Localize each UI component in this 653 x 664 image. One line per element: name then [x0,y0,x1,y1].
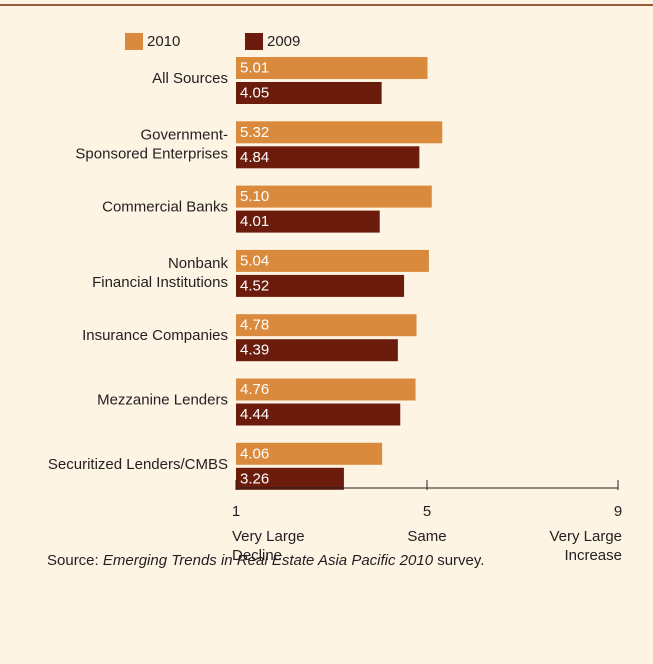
bar [236,185,432,208]
value-label: 4.84 [240,149,269,166]
value-label: 5.32 [240,124,269,141]
value-label: 4.78 [240,317,269,334]
category-label: Government- [140,126,228,143]
bar [236,57,428,79]
bar [236,378,416,401]
value-label: 4.01 [240,213,269,230]
x-tick-label: 9 [614,503,622,520]
x-tick-description: Same [407,528,446,545]
bar [236,467,344,490]
bar [236,442,383,465]
legend-swatch [245,33,263,50]
bar [236,210,380,233]
category-label: Securitized Lenders/CMBS [48,456,228,473]
value-label: 4.52 [240,277,269,294]
source-prefix: Source: [47,552,99,569]
value-label: 5.10 [240,188,269,205]
bar [236,146,420,169]
value-label: 5.01 [240,59,269,76]
value-label: 4.05 [240,84,269,101]
category-label: Nonbank [168,255,229,272]
bar [236,121,443,144]
x-tick-description: Decline [232,547,282,564]
category-label: Insurance Companies [82,327,228,344]
value-label: 4.06 [240,445,269,462]
category-label: Sponsored Enterprises [75,145,228,162]
x-tick-description: Very Large [232,528,305,545]
value-label: 4.39 [240,342,269,359]
legend-label: 2010 [147,33,180,50]
bar [236,249,429,272]
bar [236,339,398,362]
value-label: 3.26 [240,470,269,487]
source-title: Emerging Trends in Real Estate Asia Paci… [103,552,434,569]
source-suffix: survey. [437,552,484,569]
legend-swatch [125,33,143,50]
category-label: Commercial Banks [102,199,228,216]
category-label: All Sources [152,70,228,87]
bar [236,403,401,426]
x-tick-label: 1 [232,503,240,520]
category-label: Financial Institutions [92,274,228,291]
value-label: 5.04 [240,252,269,269]
x-tick-label: 5 [423,503,431,520]
value-label: 4.44 [240,406,269,423]
bar [236,274,405,297]
legend-label: 2009 [267,33,300,50]
bar [236,82,382,104]
value-label: 4.76 [240,381,269,398]
category-label: Mezzanine Lenders [97,391,228,408]
source-note: Source: Emerging Trends in Real Estate A… [47,552,484,569]
x-tick-description: Increase [564,547,622,564]
x-tick-description: Very Large [549,528,622,545]
bar [236,314,417,337]
